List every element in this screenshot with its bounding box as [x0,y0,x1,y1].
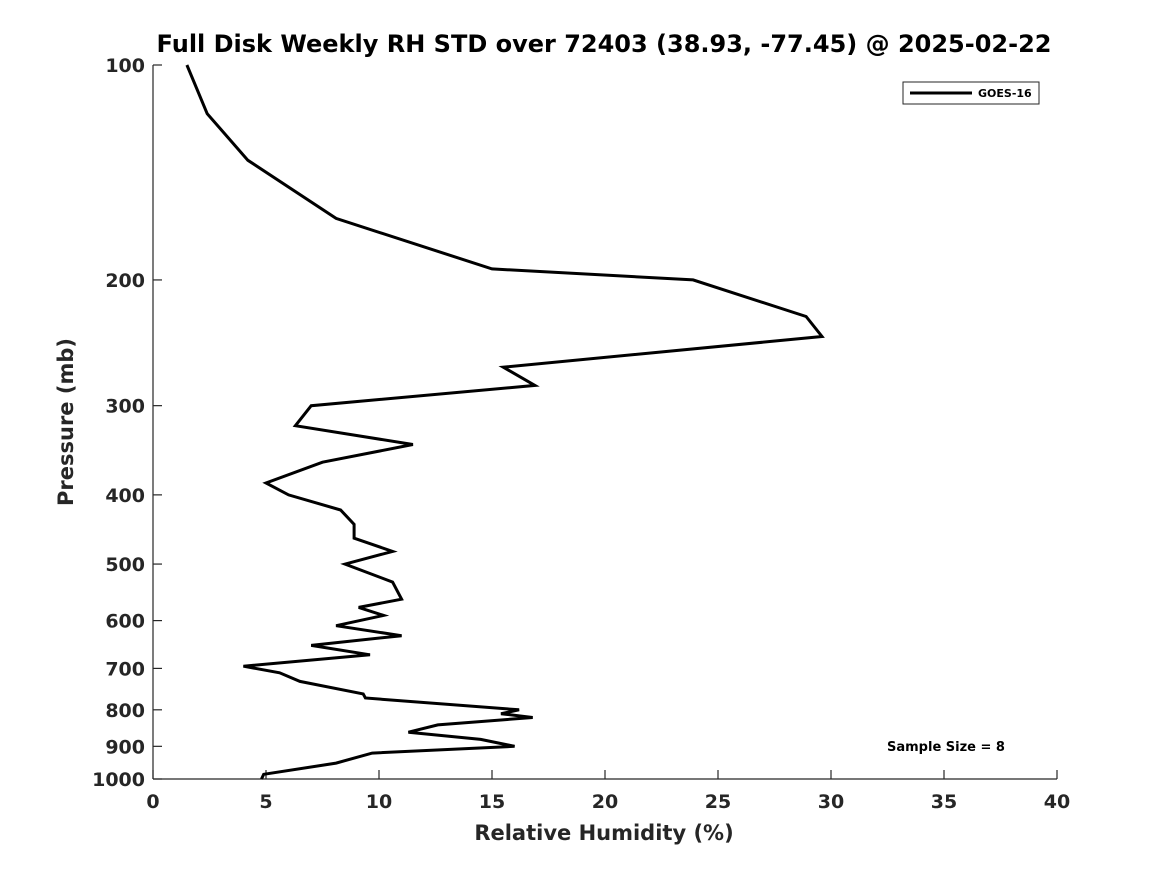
sample-size-annotation: Sample Size = 8 [887,740,1005,755]
y-tick-label: 100 [105,55,145,77]
series-lines [185,64,825,780]
series-line-goes-16 [185,64,825,780]
y-tick-label: 500 [105,554,145,576]
x-tick-label: 40 [1044,791,1070,813]
legend-label-goes-16: GOES-16 [978,87,1032,100]
y-tick-label: 1000 [92,769,145,791]
x-axis-label: Relative Humidity (%) [474,821,733,845]
x-tick-label: 25 [705,791,731,813]
x-tick-label: 20 [592,791,618,813]
y-tick-label: 600 [105,611,145,633]
chart-title: Full Disk Weekly RH STD over 72403 (38.9… [157,30,1052,58]
x-ticks: 0 5 10 15 20 25 30 35 40 [146,770,1070,813]
y-tick-label: 300 [105,396,145,418]
y-axis-label: Pressure (mb) [54,338,78,506]
x-tick-label: 30 [818,791,844,813]
legend: GOES-16 [902,81,1040,105]
x-tick-label: 5 [259,791,272,813]
y-ticks: 100 200 300 400 500 600 700 800 900 1000 [92,55,162,791]
y-tick-label: 900 [105,736,145,758]
x-tick-label: 10 [366,791,392,813]
y-tick-label: 700 [105,658,145,680]
x-tick-label: 15 [479,791,505,813]
x-tick-label: 0 [146,791,159,813]
y-tick-label: 200 [105,270,145,292]
x-tick-label: 35 [931,791,957,813]
y-tick-label: 800 [105,700,145,722]
y-tick-label: 400 [105,485,145,507]
